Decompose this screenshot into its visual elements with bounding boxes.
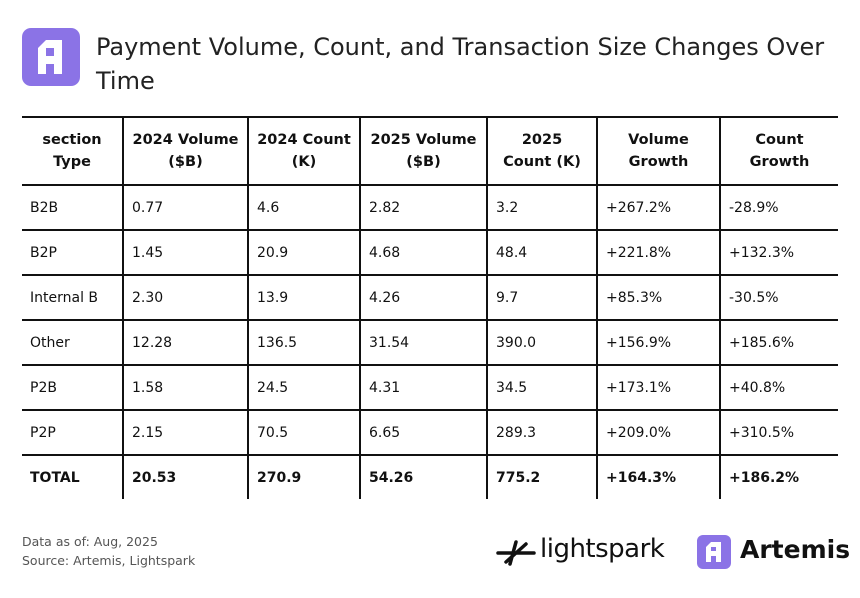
lightspark-icon [496,540,536,566]
table-cell: -30.5% [719,274,838,321]
table-cell: +156.9% [596,319,721,366]
table-cell: 12.28 [122,319,249,366]
table-cell: +186.2% [719,454,838,499]
column-header: 2025 Count (K) [486,116,598,186]
table-cell: 4.68 [359,229,488,276]
table-cell: 70.5 [247,409,361,456]
date-note: Data as of: Aug, 2025 [22,534,158,549]
table-cell: +209.0% [596,409,721,456]
column-header: section Type [22,116,124,186]
table-cell: +310.5% [719,409,838,456]
table-cell: 1.45 [122,229,249,276]
table-cell: 4.31 [359,364,488,411]
table-cell: 24.5 [247,364,361,411]
table-cell: 54.26 [359,454,488,499]
data-table: section Type 2024 Volume ($B) 2024 Count (… [22,116,838,499]
table-row: P2B 1.58 24.5 4.31 34.5 +173.1% +40.8% [22,364,838,411]
table-cell: B2P [22,229,124,276]
table-cell: 6.65 [359,409,488,456]
table-cell: P2B [22,364,124,411]
artemis-logo-icon [697,535,731,569]
table-cell: +85.3% [596,274,721,321]
column-header: Volume Growth [596,116,721,186]
table-cell: 4.26 [359,274,488,321]
column-header: 2024 Volume ($B) [122,116,249,186]
table-row: B2P 1.45 20.9 4.68 48.4 +221.8% +132.3% [22,229,838,276]
table-cell: 2.30 [122,274,249,321]
table-cell: TOTAL [22,454,124,499]
table-cell: -28.9% [719,184,838,231]
table-cell: B2B [22,184,124,231]
table-row: Other 12.28 136.5 31.54 390.0 +156.9% +185.6% [22,319,838,366]
table-row: P2P 2.15 70.5 6.65 289.3 +209.0% +310.5% [22,409,838,456]
column-header: Count Growth [719,116,838,186]
table-cell: 9.7 [486,274,598,321]
table-cell: 2.15 [122,409,249,456]
table-cell: 4.6 [247,184,361,231]
table-cell: 0.77 [122,184,249,231]
table-cell: +185.6% [719,319,838,366]
table-cell: 34.5 [486,364,598,411]
table-cell: 1.58 [122,364,249,411]
table-cell: Other [22,319,124,366]
table-cell: P2P [22,409,124,456]
table-cell: 13.9 [247,274,361,321]
table-cell: 289.3 [486,409,598,456]
table-cell: +132.3% [719,229,838,276]
table-cell: +221.8% [596,229,721,276]
table-cell: +164.3% [596,454,721,499]
table-cell: Internal B [22,274,124,321]
table-cell: 775.2 [486,454,598,499]
table-cell: +267.2% [596,184,721,231]
table-row: Internal B 2.30 13.9 4.26 9.7 +85.3% -30.5% [22,274,838,321]
table-cell: 31.54 [359,319,488,366]
table-cell: 2.82 [359,184,488,231]
column-header: 2024 Count (K) [247,116,361,186]
table-cell: 20.53 [122,454,249,499]
lightspark-logo: lightspark [540,534,665,564]
table-cell: 136.5 [247,319,361,366]
table-cell: 20.9 [247,229,361,276]
table-row: TOTAL 20.53 270.9 54.26 775.2 +164.3% +186.2% [22,454,838,499]
table-cell: 390.0 [486,319,598,366]
table-body: B2B 0.77 4.6 2.82 3.2 +267.2% -28.9% B2P 1.45 20.… [22,184,838,499]
column-header: 2025 Volume ($B) [359,116,488,186]
table-cell: +40.8% [719,364,838,411]
table-cell: 3.2 [486,184,598,231]
source-note: Source: Artemis, Lightspark [22,553,196,568]
table-cell: 270.9 [247,454,361,499]
table-row: B2B 0.77 4.6 2.82 3.2 +267.2% -28.9% [22,184,838,231]
title: Payment Volume, Count, and Transaction S… [96,33,825,95]
table-cell: 48.4 [486,229,598,276]
table-cell: +173.1% [596,364,721,411]
artemis-icon [22,28,80,86]
artemis-logo: Artemis [740,535,851,564]
header-row: section Type 2024 Volume ($B) 2024 Count (… [22,116,838,186]
